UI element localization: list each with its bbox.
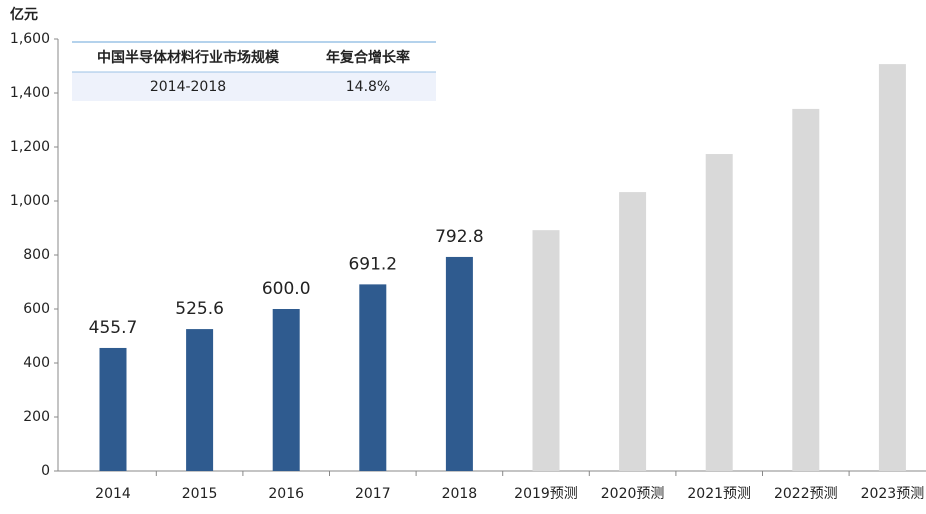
x-tick-label: 2018: [442, 486, 478, 502]
value-label: 455.7: [89, 318, 138, 338]
bar: [532, 230, 560, 471]
table-row-bg: [72, 72, 436, 101]
y-tick-label: 1,400: [10, 85, 50, 101]
x-tick-label: 2023预测: [861, 486, 925, 502]
bar: [99, 347, 127, 471]
x-tick-label: 2021预测: [687, 486, 751, 502]
y-tick-label: 1,200: [10, 139, 50, 155]
x-tick-label: 2015: [182, 486, 218, 502]
x-tick-label: 2016: [268, 486, 304, 502]
x-tick-label: 2020预测: [601, 486, 665, 502]
x-tick-label: 2014: [95, 486, 131, 502]
value-label: 525.6: [175, 299, 224, 319]
y-tick-label: 1,000: [10, 193, 50, 209]
bar: [445, 256, 473, 471]
table-cell: 2014-2018: [150, 79, 226, 95]
value-label: 600.0: [262, 279, 311, 299]
y-tick-label: 1,600: [10, 31, 50, 47]
bar: [359, 284, 387, 471]
bar: [878, 64, 906, 472]
value-label: 792.8: [435, 227, 484, 247]
y-tick-label: 800: [23, 247, 50, 263]
value-label: 691.2: [348, 254, 397, 274]
x-tick-label: 2017: [355, 486, 391, 502]
x-tick-label: 2019预测: [514, 486, 578, 502]
table-header: 年复合增长率: [326, 49, 410, 66]
bar: [705, 154, 733, 471]
bar: [619, 192, 647, 471]
table-cell: 14.8%: [346, 79, 390, 95]
bar: [186, 329, 214, 471]
y-tick-label: 400: [23, 355, 50, 371]
bar: [272, 309, 300, 471]
bar: [792, 108, 820, 472]
x-tick-label: 2022预测: [774, 486, 838, 502]
y-tick-label: 0: [41, 463, 50, 479]
y-tick-label: 200: [23, 409, 50, 425]
y-tick-label: 600: [23, 301, 50, 317]
y-unit: 亿元: [10, 6, 38, 23]
table-header: 中国半导体材料行业市场规模: [97, 49, 280, 66]
